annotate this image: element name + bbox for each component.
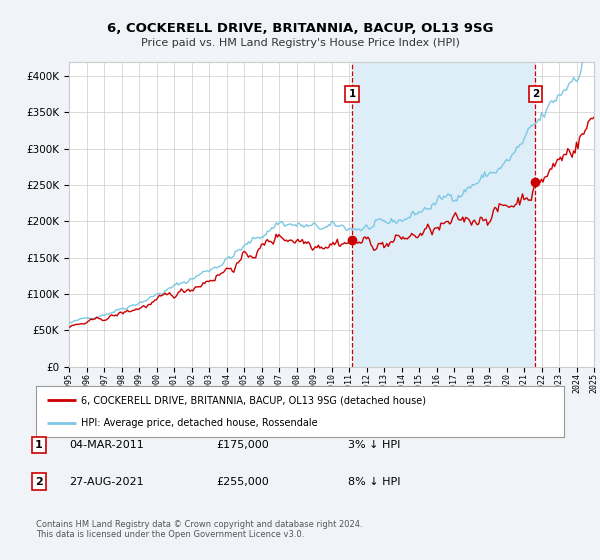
Text: HPI: Average price, detached house, Rossendale: HPI: Average price, detached house, Ross… [81,418,317,428]
Text: 8% ↓ HPI: 8% ↓ HPI [348,477,401,487]
Text: £255,000: £255,000 [216,477,269,487]
Text: £175,000: £175,000 [216,440,269,450]
Text: 2: 2 [532,88,539,99]
Text: Price paid vs. HM Land Registry's House Price Index (HPI): Price paid vs. HM Land Registry's House … [140,38,460,48]
Text: 6, COCKERELL DRIVE, BRITANNIA, BACUP, OL13 9SG (detached house): 6, COCKERELL DRIVE, BRITANNIA, BACUP, OL… [81,395,426,405]
Text: 3% ↓ HPI: 3% ↓ HPI [348,440,400,450]
Text: 27-AUG-2021: 27-AUG-2021 [69,477,143,487]
Text: 1: 1 [35,440,43,450]
Text: 04-MAR-2011: 04-MAR-2011 [69,440,144,450]
Text: Contains HM Land Registry data © Crown copyright and database right 2024.
This d: Contains HM Land Registry data © Crown c… [36,520,362,539]
Text: 1: 1 [349,88,356,99]
Text: 6, COCKERELL DRIVE, BRITANNIA, BACUP, OL13 9SG: 6, COCKERELL DRIVE, BRITANNIA, BACUP, OL… [107,22,493,35]
Text: 2: 2 [35,477,43,487]
